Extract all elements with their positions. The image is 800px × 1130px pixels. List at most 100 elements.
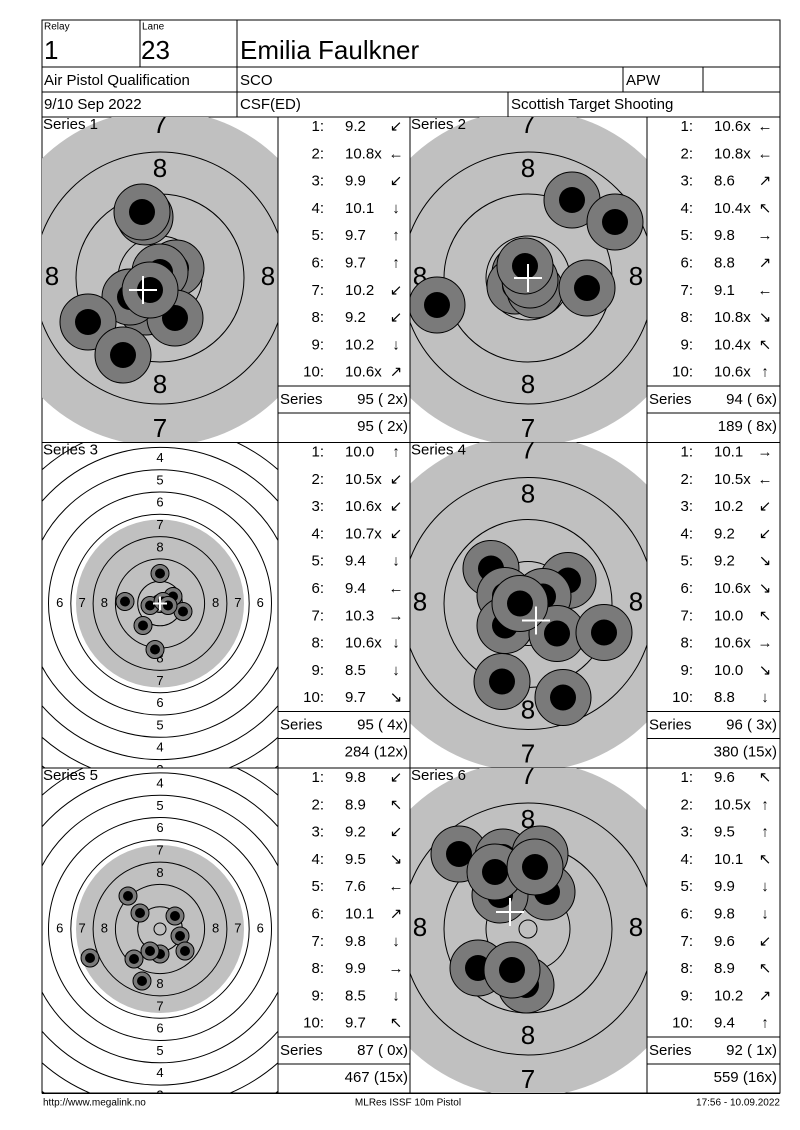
shot-score: 10.1 bbox=[345, 200, 374, 217]
shot-score: 10.3 bbox=[345, 607, 374, 624]
shot-score: 9.7 bbox=[345, 1015, 366, 1032]
shot-number: 5: bbox=[311, 878, 324, 895]
shot-centre bbox=[170, 911, 180, 921]
shot-score: 10.8x bbox=[714, 309, 751, 326]
shot-score: 10.6x bbox=[714, 364, 751, 381]
shot-number: 9: bbox=[311, 336, 324, 353]
shot-direction: ↙ bbox=[390, 525, 403, 542]
shot-direction: ← bbox=[758, 282, 773, 299]
ring-label: 4 bbox=[301, 595, 308, 610]
shot-direction: ↙ bbox=[759, 498, 772, 515]
shot-score: 9.5 bbox=[345, 851, 366, 868]
shot-centre bbox=[550, 684, 576, 711]
shot-number: 2: bbox=[680, 796, 693, 813]
shot-number: 8: bbox=[680, 960, 693, 977]
shot-centre bbox=[137, 976, 147, 986]
shot-centre bbox=[120, 596, 130, 607]
ring-label: 5 bbox=[156, 472, 163, 487]
shot-centre bbox=[123, 891, 133, 901]
shot-number: 5: bbox=[680, 227, 693, 244]
shot-number: 2: bbox=[311, 471, 324, 488]
shot-direction: ↘ bbox=[390, 851, 403, 868]
running-total: 284 (12x) bbox=[345, 743, 408, 760]
shot-number: 8: bbox=[680, 309, 693, 326]
shot-score: 10.2 bbox=[714, 987, 743, 1004]
ring-label: 8 bbox=[261, 261, 275, 291]
ring-label: 7 bbox=[521, 760, 535, 790]
ring bbox=[92, 536, 228, 671]
shot-number: 1: bbox=[680, 443, 693, 460]
shot-number: 6: bbox=[680, 580, 693, 597]
shot-direction: ↖ bbox=[759, 607, 772, 624]
shot-centre bbox=[522, 854, 548, 880]
ring-label: 5 bbox=[156, 1043, 163, 1058]
shot-direction: ↓ bbox=[761, 689, 769, 706]
shot-centre bbox=[602, 209, 628, 235]
shot-score: 8.5 bbox=[345, 987, 366, 1004]
shot-direction: → bbox=[389, 960, 404, 977]
ring bbox=[410, 151, 647, 405]
relay: 1 bbox=[44, 35, 58, 65]
shot-direction: ↖ bbox=[759, 336, 772, 353]
shot-number: 2: bbox=[311, 145, 324, 162]
shot-score: 10.2 bbox=[345, 336, 374, 353]
shot-direction: ↑ bbox=[392, 227, 400, 244]
shot-number: 4: bbox=[680, 525, 693, 542]
shot-score: 9.9 bbox=[345, 173, 366, 190]
shot-score: 10.6x bbox=[714, 118, 751, 135]
shot-number: 3: bbox=[311, 498, 324, 515]
shot-direction: ↗ bbox=[390, 905, 403, 922]
series-label: Series bbox=[649, 1042, 692, 1059]
ring-label: 7 bbox=[521, 1064, 535, 1094]
shot-score: 10.1 bbox=[714, 443, 743, 460]
shot-direction: ↙ bbox=[390, 498, 403, 515]
shot-number: 3: bbox=[680, 173, 693, 190]
ring-label: 4 bbox=[156, 1065, 163, 1080]
shot-centre bbox=[489, 668, 515, 695]
shot-number: 8: bbox=[680, 635, 693, 652]
running-total: 559 (16x) bbox=[714, 1069, 777, 1086]
ring-label: 6 bbox=[156, 495, 163, 510]
shot-score: 9.5 bbox=[714, 824, 735, 841]
shot-number: 4: bbox=[311, 200, 324, 217]
shot-number: 7: bbox=[680, 607, 693, 624]
ring-label: 8 bbox=[521, 694, 535, 724]
ring-label: 8 bbox=[413, 586, 427, 616]
shot-number: 7: bbox=[680, 282, 693, 299]
ring-label: 8 bbox=[521, 369, 535, 399]
shot-score: 9.1 bbox=[714, 282, 735, 299]
shot-centre bbox=[155, 568, 165, 579]
ring-label: 8 bbox=[156, 976, 163, 991]
shot-direction: ↗ bbox=[759, 987, 772, 1004]
ring bbox=[48, 817, 272, 1041]
series-title: Series 5 bbox=[43, 767, 98, 784]
lane: 23 bbox=[141, 35, 170, 65]
shot-direction: ↓ bbox=[761, 905, 769, 922]
shot-score: 9.4 bbox=[714, 1015, 735, 1032]
shot-centre bbox=[507, 590, 533, 617]
shot-direction: ↓ bbox=[392, 987, 400, 1004]
shot-direction: ↙ bbox=[390, 118, 403, 135]
shot-direction: ↙ bbox=[759, 933, 772, 950]
shot-score: 9.9 bbox=[714, 878, 735, 895]
shot-number: 3: bbox=[311, 173, 324, 190]
shot-direction: ↑ bbox=[392, 443, 400, 460]
series-title: Series 2 bbox=[411, 116, 466, 133]
ring-label: 8 bbox=[156, 651, 163, 666]
shot-score: 10.5x bbox=[345, 471, 382, 488]
shot-number: 10: bbox=[672, 1015, 693, 1032]
shot-number: 6: bbox=[311, 905, 324, 922]
aim-black bbox=[76, 845, 244, 1013]
shot-score: 8.8 bbox=[714, 689, 735, 706]
target: 8 8 8 8 7 7 bbox=[410, 442, 647, 768]
shot-number: 5: bbox=[311, 553, 324, 570]
ring-label: 6 bbox=[156, 820, 163, 835]
shot-centre bbox=[482, 859, 508, 885]
ring-label: 8 bbox=[521, 153, 535, 183]
ring bbox=[42, 772, 278, 1086]
ring bbox=[70, 513, 250, 694]
shot-number: 6: bbox=[680, 254, 693, 271]
footer-url: http://www.megalink.no bbox=[43, 1098, 146, 1109]
ring-label: 7 bbox=[156, 673, 163, 688]
shot-score: 10.0 bbox=[714, 607, 743, 624]
